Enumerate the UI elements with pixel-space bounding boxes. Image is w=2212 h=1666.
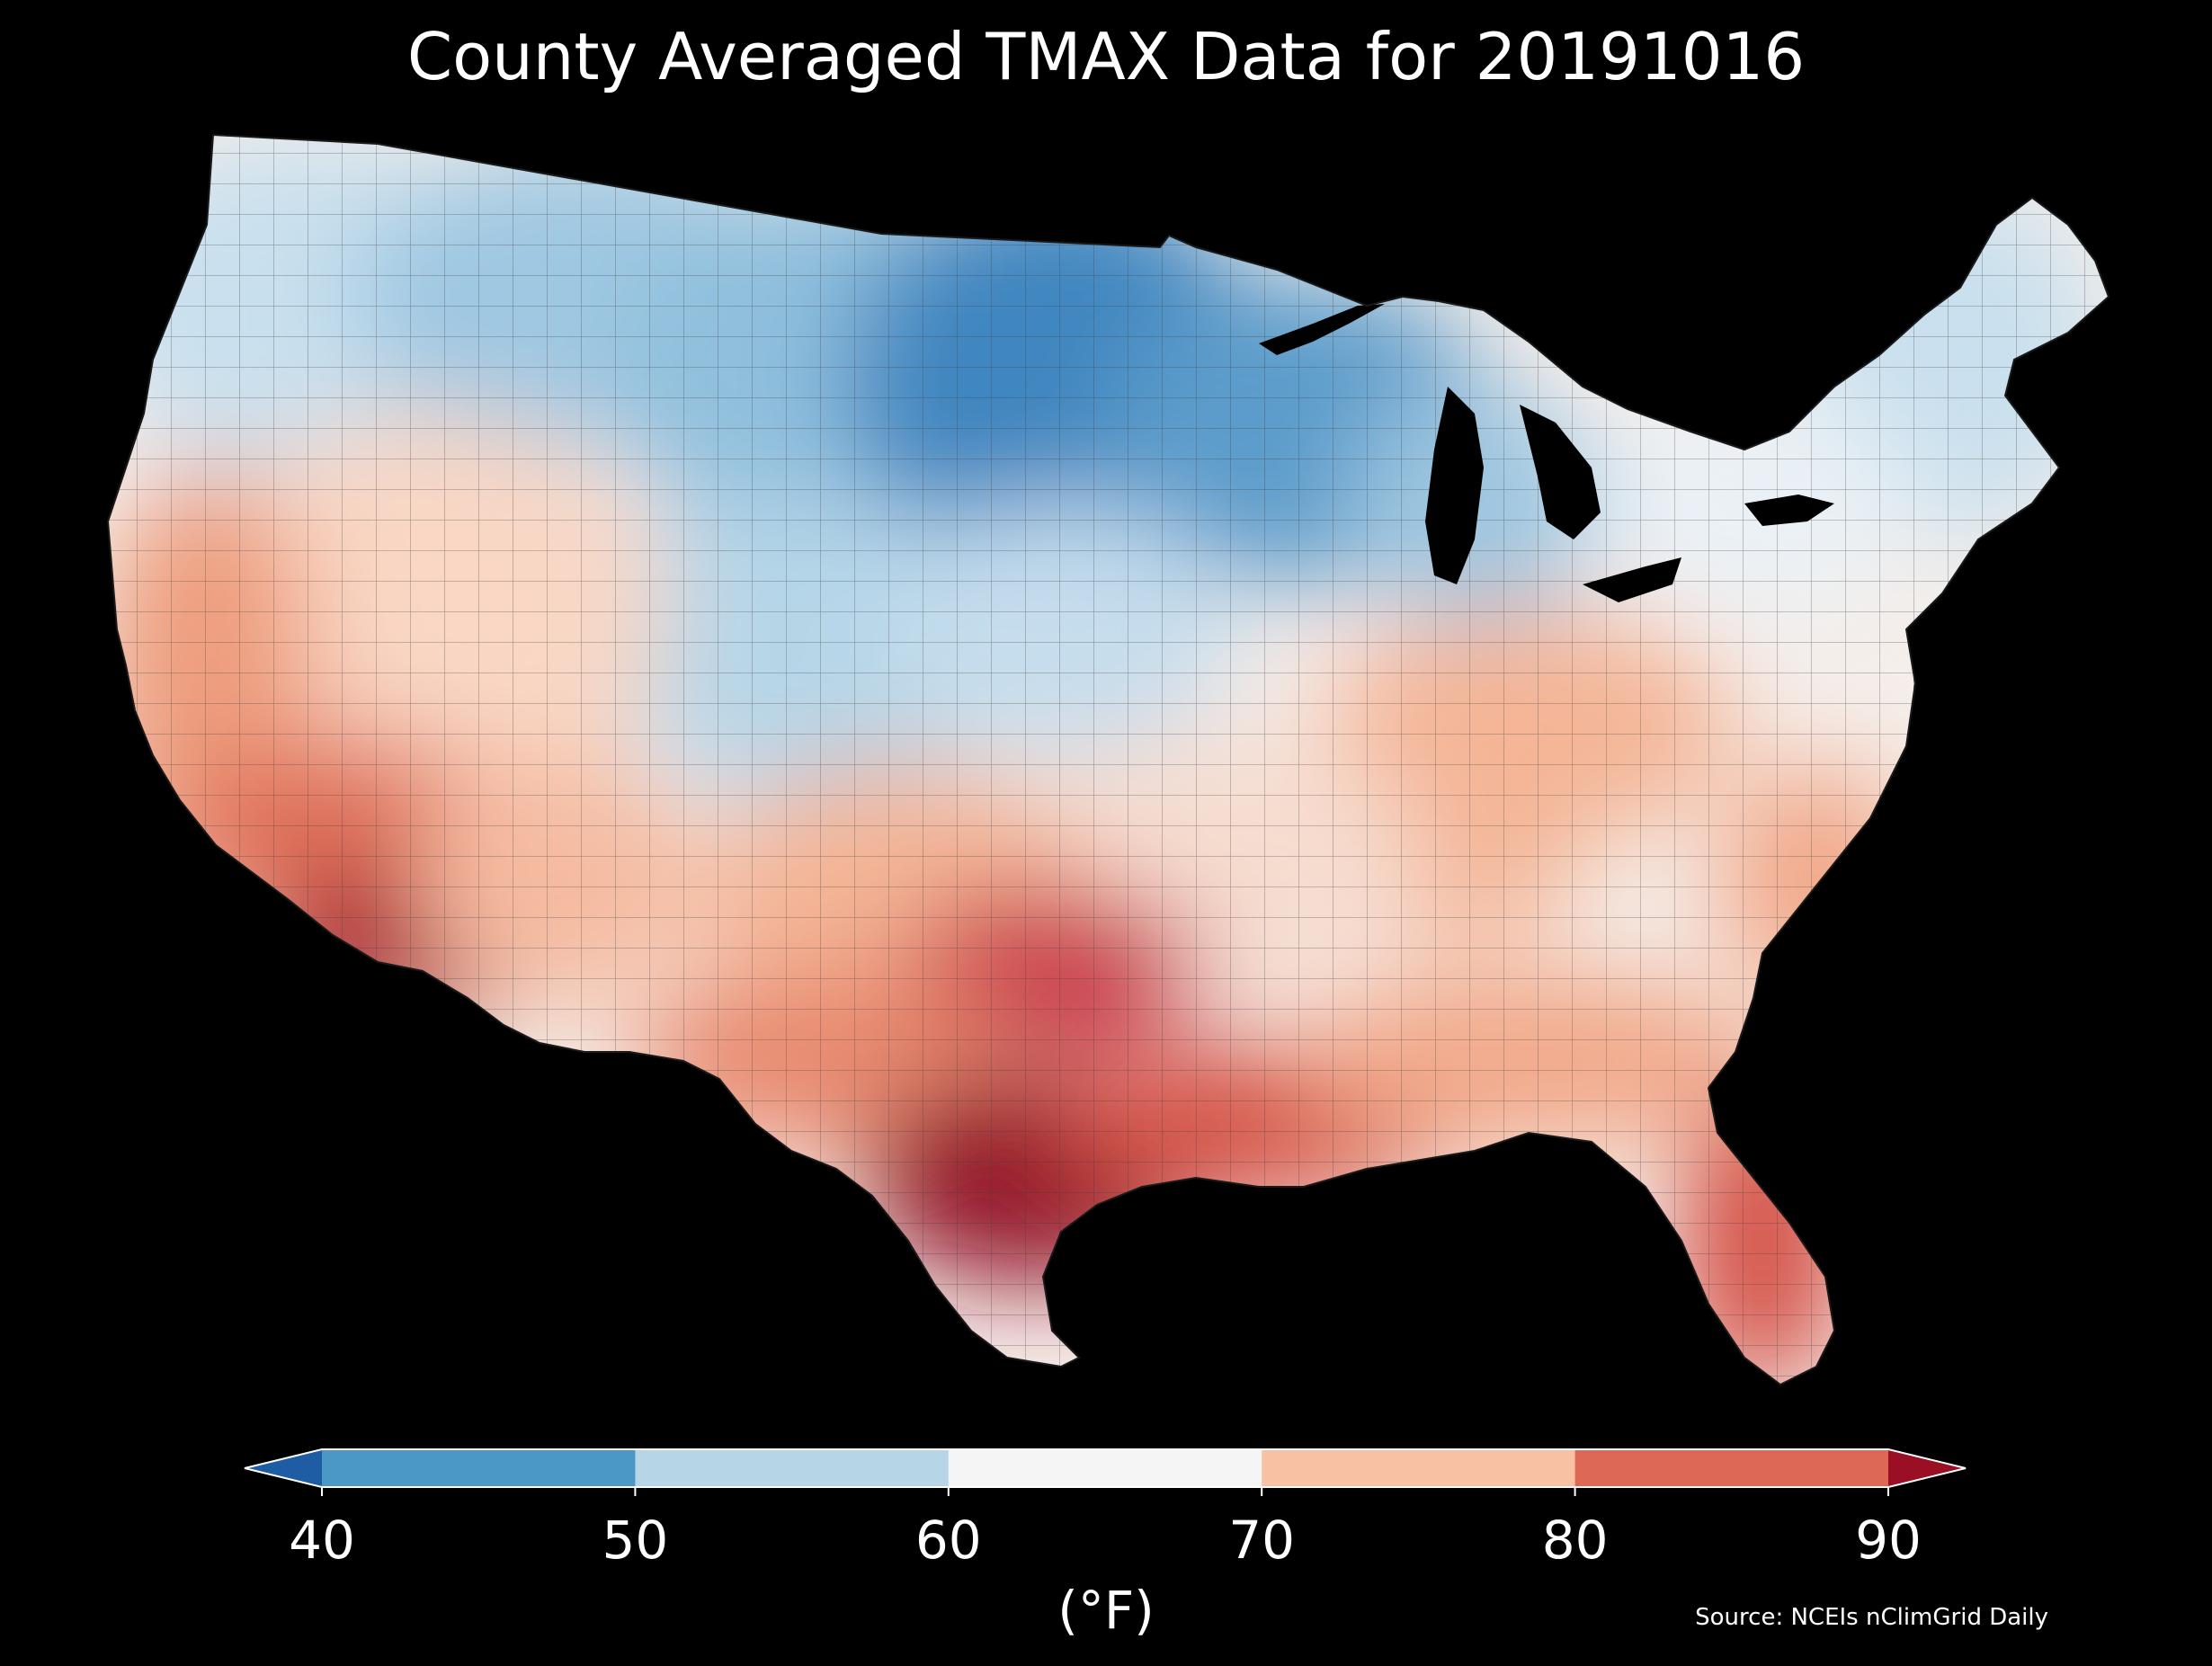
- great-lakes: [1259, 304, 1834, 602]
- colorbar-tick-label: 90: [1855, 1510, 1922, 1571]
- colorbar-tick-label: 50: [602, 1510, 669, 1571]
- map-title: County Averaged TMAX Data for 20191016: [406, 19, 1806, 94]
- colorbar-tick-label: 80: [1541, 1510, 1609, 1571]
- colorbar-tick-label: 40: [289, 1510, 355, 1571]
- colorbar-tick-label: 70: [1228, 1510, 1296, 1571]
- us-outline: [106, 133, 2110, 1386]
- colorbar-unit-label: (°F): [1057, 1580, 1155, 1641]
- colorbar-tick-label: 60: [914, 1510, 982, 1571]
- map-fill: [108, 135, 2109, 1385]
- source-credit: Source: NCEIs nClimGrid Daily: [1695, 1604, 2048, 1631]
